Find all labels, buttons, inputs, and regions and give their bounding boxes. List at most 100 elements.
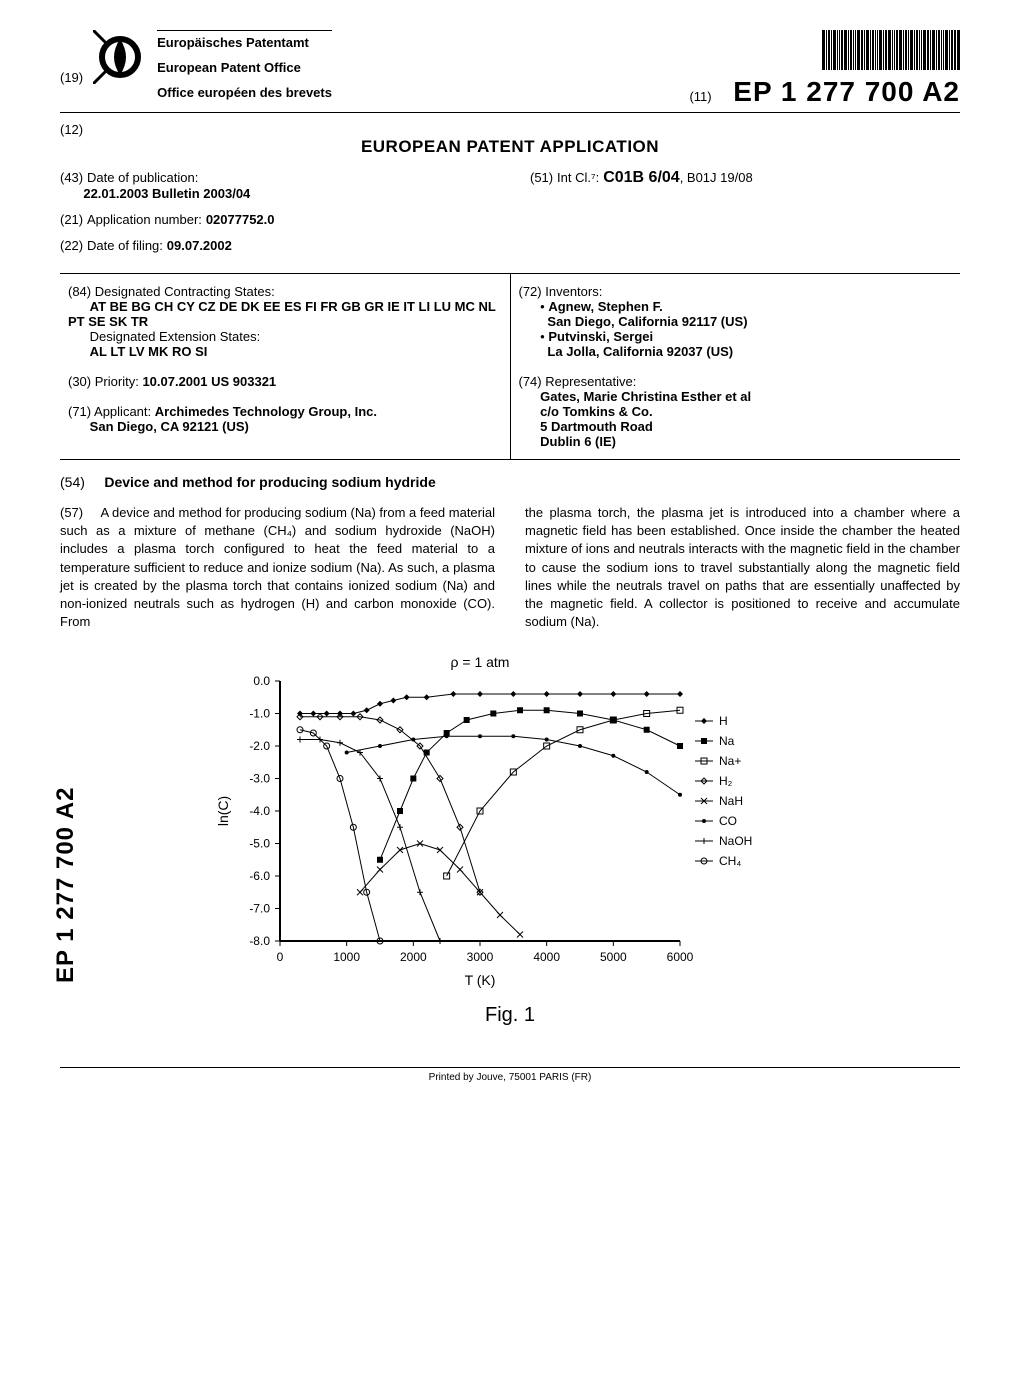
pub-date-label: Date of publication: [87, 170, 198, 185]
ipc-block: (51) Int Cl.⁷: C01B 6/04, B01J 19/08 [530, 169, 960, 187]
priority-block: (30) Priority: 10.07.2001 US 903321 [68, 374, 502, 389]
footer: Printed by Jouve, 75001 PARIS (FR) [60, 1067, 960, 1083]
applicant-name: Archimedes Technology Group, Inc. [155, 404, 377, 419]
office-de: Europäisches Patentamt [157, 35, 332, 50]
invention-title: Device and method for producing sodium h… [104, 474, 435, 490]
svg-text:-7.0: -7.0 [249, 902, 270, 916]
svg-text:T (K): T (K) [465, 972, 496, 988]
svg-text:-2.0: -2.0 [249, 739, 270, 753]
biblio-left: (84) Designated Contracting States: AT B… [60, 274, 511, 459]
office-names: Europäisches Patentamt European Patent O… [157, 30, 332, 100]
applicant-block: (71) Applicant: Archimedes Technology Gr… [68, 404, 502, 434]
office-en: European Patent Office [157, 60, 332, 75]
svg-text:-1.0: -1.0 [249, 707, 270, 721]
header-right: (11) EP 1 277 700 A2 [510, 30, 960, 108]
doc-type-row: (12) EUROPEAN PATENT APPLICATION [60, 121, 960, 157]
svg-text:NaOH: NaOH [719, 834, 752, 848]
inventors-block: (72) Inventors: • Agnew, Stephen F. San … [519, 284, 953, 359]
svg-text:5000: 5000 [600, 950, 627, 964]
biblio-box: (84) Designated Contracting States: AT B… [60, 273, 960, 460]
field-22: (22) [60, 238, 83, 253]
abstract: (57) A device and method for producing s… [60, 504, 960, 631]
svg-text:0.0: 0.0 [253, 674, 270, 688]
app-num-value: 02077752.0 [206, 212, 275, 227]
svg-text:Na: Na [719, 734, 735, 748]
priority-label: Priority: [95, 374, 139, 389]
side-pub-number: EP 1 277 700 A2 [52, 787, 80, 983]
epo-logo [93, 30, 147, 87]
epo-logo-icon [93, 30, 147, 84]
svg-text:ρ = 1 atm: ρ = 1 atm [451, 654, 510, 670]
publication-number: EP 1 277 700 A2 [733, 76, 960, 107]
filing-block: (22) Date of filing: 09.07.2002 [60, 237, 490, 253]
meta-upper: (43) Date of publication: 22.01.2003 Bul… [60, 169, 960, 263]
states-value: AT BE BG CH CY CZ DE DK EE ES FI FR GB G… [68, 299, 496, 329]
title-row: (54) Device and method for producing sod… [60, 474, 960, 490]
biblio-right: (72) Inventors: • Agnew, Stephen F. San … [511, 274, 961, 459]
ext-states-label: Designated Extension States: [90, 329, 261, 344]
pub-date-block: (43) Date of publication: 22.01.2003 Bul… [60, 169, 490, 201]
svg-text:0: 0 [277, 950, 284, 964]
figure-caption: Fig. 1 [60, 1004, 960, 1027]
svg-text:H₂: H₂ [719, 774, 733, 788]
field-19: (19) [60, 70, 83, 85]
figure-1: ρ = 1 atm 0 1000 2000 3000 4000 5000 6000 -8.0 -7… [60, 651, 960, 1027]
field-71: (71) [68, 404, 91, 419]
app-num-label: Application number: [87, 212, 202, 227]
priority-value: 10.07.2001 US 903321 [142, 374, 276, 389]
header-left: (19) Europäisches Patentamt European Pat… [60, 30, 510, 100]
applicant-label: Applicant: [94, 404, 151, 419]
doc-type: EUROPEAN PATENT APPLICATION [60, 137, 960, 157]
svg-text:6000: 6000 [667, 950, 694, 964]
field-72: (72) [519, 284, 542, 299]
field-43: (43) [60, 170, 83, 185]
inventors-label: Inventors: [545, 284, 602, 299]
svg-text:CO: CO [719, 814, 737, 828]
svg-text:-6.0: -6.0 [249, 869, 270, 883]
svg-text:NaH: NaH [719, 794, 743, 808]
field-30: (30) [68, 374, 91, 389]
svg-text:2000: 2000 [400, 950, 427, 964]
inventors-list: • Agnew, Stephen F. San Diego, Californi… [519, 299, 953, 359]
rep-label: Representative: [545, 374, 636, 389]
field-57: (57) [60, 505, 83, 520]
chart-svg: ρ = 1 atm 0 1000 2000 3000 4000 5000 6000 -8.0 -7… [210, 651, 810, 991]
ipc-label: Int Cl.⁷: [557, 170, 599, 185]
svg-text:ln(C): ln(C) [215, 796, 231, 826]
svg-text:CH₄: CH₄ [719, 854, 741, 868]
svg-text:-3.0: -3.0 [249, 772, 270, 786]
filing-label: Date of filing: [87, 238, 163, 253]
svg-text:-4.0: -4.0 [249, 804, 270, 818]
abstract-col2: the plasma torch, the plasma jet is intr… [525, 504, 960, 631]
filing-value: 09.07.2002 [167, 238, 232, 253]
publication-line: (11) EP 1 277 700 A2 [510, 76, 960, 108]
field-54: (54) [60, 474, 85, 490]
ext-states-value: AL LT LV MK RO SI [90, 344, 208, 359]
rep-lines: Gates, Marie Christina Esther et al c/o … [519, 389, 953, 449]
field-21: (21) [60, 212, 83, 227]
svg-text:3000: 3000 [467, 950, 494, 964]
app-num-block: (21) Application number: 02077752.0 [60, 211, 490, 227]
field-12: (12) [60, 122, 83, 137]
abstract-col1: (57) A device and method for producing s… [60, 504, 495, 631]
field-84: (84) [68, 284, 91, 299]
svg-text:H: H [719, 714, 728, 728]
field-51: (51) [530, 170, 553, 185]
office-fr: Office européen des brevets [157, 85, 332, 100]
applicant-addr: San Diego, CA 92121 (US) [90, 419, 249, 434]
svg-text:-5.0: -5.0 [249, 837, 270, 851]
ipc-main: C01B 6/04 [603, 169, 680, 186]
rep-block: (74) Representative: Gates, Marie Christ… [519, 374, 953, 449]
field-74: (74) [519, 374, 542, 389]
svg-text:4000: 4000 [533, 950, 560, 964]
svg-text:1000: 1000 [333, 950, 360, 964]
header: (19) Europäisches Patentamt European Pat… [60, 30, 960, 113]
pub-date-value: 22.01.2003 Bulletin 2003/04 [83, 186, 250, 201]
field-11: (11) [689, 89, 711, 104]
svg-text:-8.0: -8.0 [249, 934, 270, 948]
ipc-secondary: , B01J 19/08 [680, 170, 753, 185]
barcode [510, 30, 960, 70]
states-label: Designated Contracting States: [95, 284, 275, 299]
abstract-text-2: the plasma torch, the plasma jet is intr… [525, 505, 960, 629]
abstract-text-1: A device and method for producing sodium… [60, 505, 495, 629]
